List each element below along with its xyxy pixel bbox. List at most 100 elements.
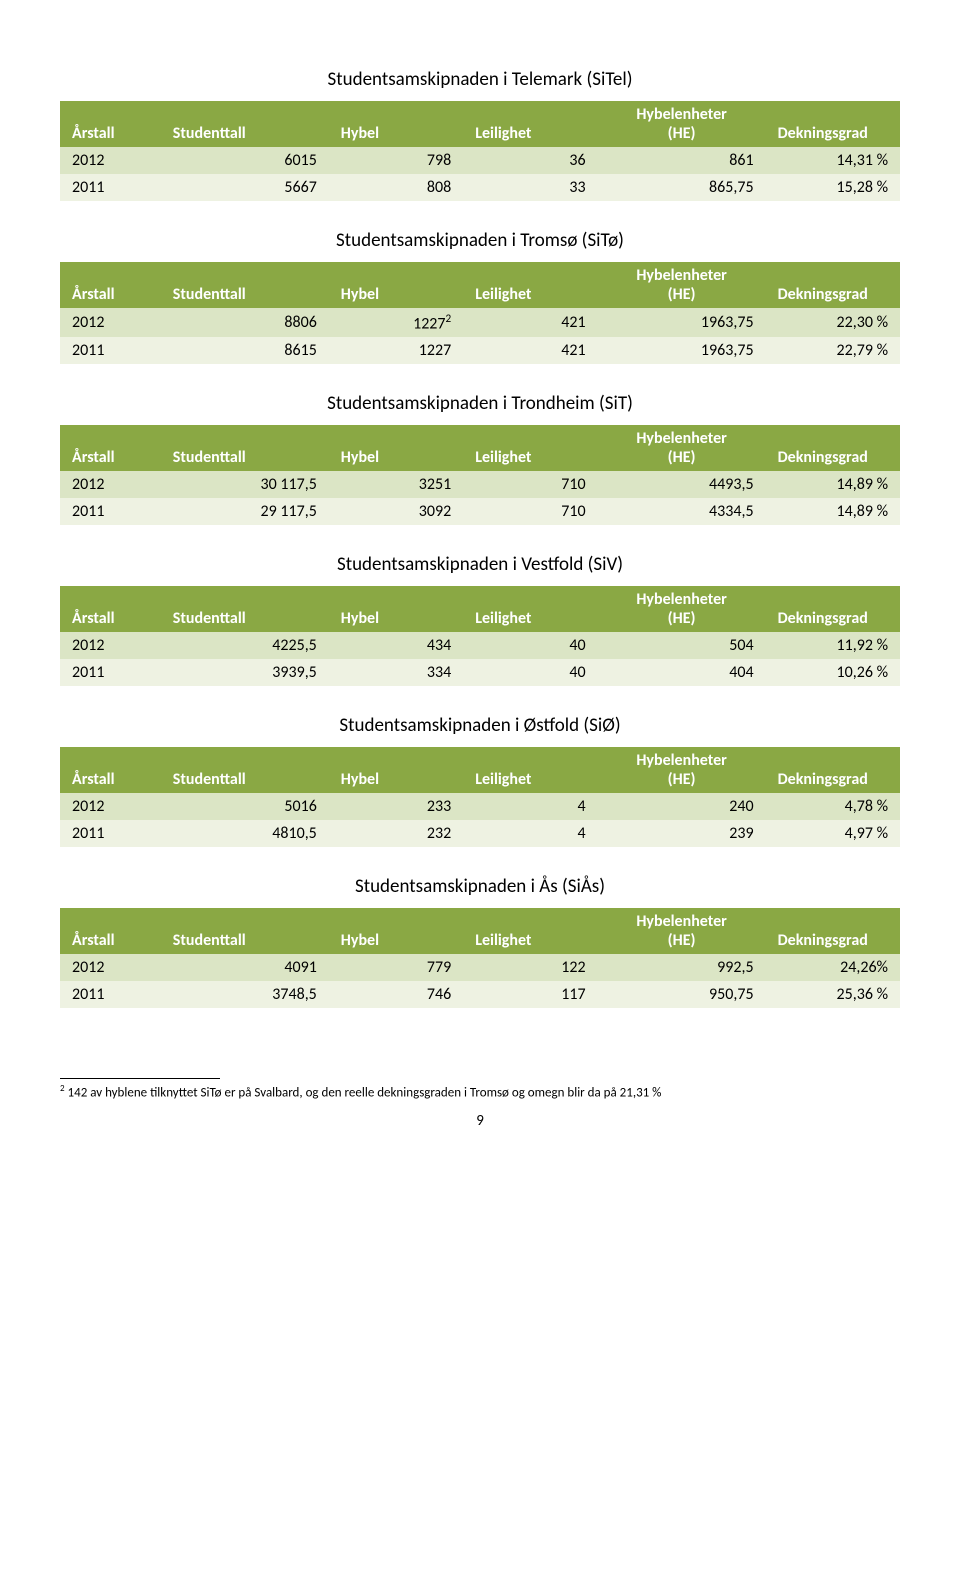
table-cell: 40	[463, 659, 597, 686]
column-header: Hybelenheter(HE)	[598, 747, 766, 793]
data-table: ÅrstallStudenttallHybelLeilighetHybelenh…	[60, 747, 900, 847]
column-header: Årstall	[60, 101, 161, 147]
table-cell: 334	[329, 659, 463, 686]
column-header: Dekningsgrad	[766, 262, 900, 308]
table-cell: 36	[463, 147, 597, 174]
table-row: 20124225,54344050411,92 %	[60, 632, 900, 659]
table-cell: 992,5	[598, 954, 766, 981]
table-cell: 421	[463, 308, 597, 337]
section-title: Studentsamskipnaden i Tromsø (SiTø)	[60, 229, 900, 252]
table-cell: 798	[329, 147, 463, 174]
table-cell: 10,26 %	[766, 659, 900, 686]
table-cell: 504	[598, 632, 766, 659]
column-header: Årstall	[60, 425, 161, 471]
table-cell: 12272	[329, 308, 463, 337]
table-cell: 3748,5	[161, 981, 329, 1008]
section-title: Studentsamskipnaden i Østfold (SiØ)	[60, 714, 900, 737]
column-header: Leilighet	[463, 908, 597, 954]
page-number: 9	[60, 1112, 900, 1130]
table-cell: 779	[329, 954, 463, 981]
table-cell: 746	[329, 981, 463, 1008]
table-cell: 2012	[60, 793, 161, 820]
table-cell: 2012	[60, 147, 161, 174]
column-header: Leilighet	[463, 586, 597, 632]
table-cell: 4	[463, 820, 597, 847]
column-header: Hybelenheter(HE)	[598, 908, 766, 954]
column-header: Dekningsgrad	[766, 586, 900, 632]
column-header: Hybel	[329, 425, 463, 471]
table-cell: 710	[463, 498, 597, 525]
section-title: Studentsamskipnaden i Trondheim (SiT)	[60, 392, 900, 415]
table-cell: 30 117,5	[161, 471, 329, 498]
column-header: Årstall	[60, 262, 161, 308]
table-cell: 3251	[329, 471, 463, 498]
table-cell: 3092	[329, 498, 463, 525]
table-row: 201230 117,532517104493,514,89 %	[60, 471, 900, 498]
data-table: ÅrstallStudenttallHybelLeilighetHybelenh…	[60, 262, 900, 364]
table-cell: 25,36 %	[766, 981, 900, 1008]
column-header: Dekningsgrad	[766, 747, 900, 793]
column-header: Studenttall	[161, 101, 329, 147]
table-cell: 710	[463, 471, 597, 498]
table-cell: 4225,5	[161, 632, 329, 659]
table-cell: 2012	[60, 954, 161, 981]
table-cell: 2011	[60, 337, 161, 364]
section-title: Studentsamskipnaden i Ås (SiÅs)	[60, 875, 900, 898]
table-cell: 950,75	[598, 981, 766, 1008]
section-title: Studentsamskipnaden i Telemark (SiTel)	[60, 68, 900, 91]
footnote-separator	[60, 1078, 220, 1079]
table-cell: 232	[329, 820, 463, 847]
table-cell: 1963,75	[598, 308, 766, 337]
table-cell: 122	[463, 954, 597, 981]
table-cell: 4810,5	[161, 820, 329, 847]
table-cell: 239	[598, 820, 766, 847]
table-cell: 808	[329, 174, 463, 201]
column-header: Hybelenheter(HE)	[598, 586, 766, 632]
table-row: 2011861512274211963,7522,79 %	[60, 337, 900, 364]
table-cell: 4	[463, 793, 597, 820]
footnote-text: 142 av hyblene tilknyttet SiTø er på Sva…	[65, 1086, 662, 1101]
table-row: 2011566780833865,7515,28 %	[60, 174, 900, 201]
table-cell: 22,30 %	[766, 308, 900, 337]
column-header: Hybelenheter(HE)	[598, 262, 766, 308]
data-table: ÅrstallStudenttallHybelLeilighetHybelenh…	[60, 586, 900, 686]
table-row: 2012501623342404,78 %	[60, 793, 900, 820]
column-header: Hybel	[329, 262, 463, 308]
column-header: Dekningsgrad	[766, 908, 900, 954]
column-header: Årstall	[60, 586, 161, 632]
table-cell: 5667	[161, 174, 329, 201]
table-cell: 421	[463, 337, 597, 364]
data-table: ÅrstallStudenttallHybelLeilighetHybelenh…	[60, 101, 900, 201]
column-header: Leilighet	[463, 425, 597, 471]
column-header: Leilighet	[463, 747, 597, 793]
table-cell: 6015	[161, 147, 329, 174]
column-header: Hybelenheter(HE)	[598, 101, 766, 147]
column-header: Hybel	[329, 747, 463, 793]
table-cell: 404	[598, 659, 766, 686]
table-cell: 117	[463, 981, 597, 1008]
table-cell: 2011	[60, 981, 161, 1008]
data-table: ÅrstallStudenttallHybelLeilighetHybelenh…	[60, 908, 900, 1008]
table-cell: 5016	[161, 793, 329, 820]
table-cell: 2011	[60, 498, 161, 525]
table-cell: 8806	[161, 308, 329, 337]
table-cell: 4091	[161, 954, 329, 981]
table-cell: 1963,75	[598, 337, 766, 364]
table-cell: 1227	[329, 337, 463, 364]
table-cell: 14,31 %	[766, 147, 900, 174]
column-header: Årstall	[60, 908, 161, 954]
table-row: 20113748,5746117950,7525,36 %	[60, 981, 900, 1008]
table-row: 20113939,53344040410,26 %	[60, 659, 900, 686]
table-cell: 240	[598, 793, 766, 820]
data-table: ÅrstallStudenttallHybelLeilighetHybelenh…	[60, 425, 900, 525]
column-header: Hybel	[329, 908, 463, 954]
table-cell: 15,28 %	[766, 174, 900, 201]
column-header: Årstall	[60, 747, 161, 793]
table-cell: 2012	[60, 471, 161, 498]
table-cell: 40	[463, 632, 597, 659]
column-header: Hybel	[329, 586, 463, 632]
table-row: 20128806122724211963,7522,30 %	[60, 308, 900, 337]
table-cell: 2012	[60, 632, 161, 659]
table-row: 201129 117,530927104334,514,89 %	[60, 498, 900, 525]
footnote: 2 142 av hyblene tilknyttet SiTø er på S…	[60, 1083, 900, 1102]
